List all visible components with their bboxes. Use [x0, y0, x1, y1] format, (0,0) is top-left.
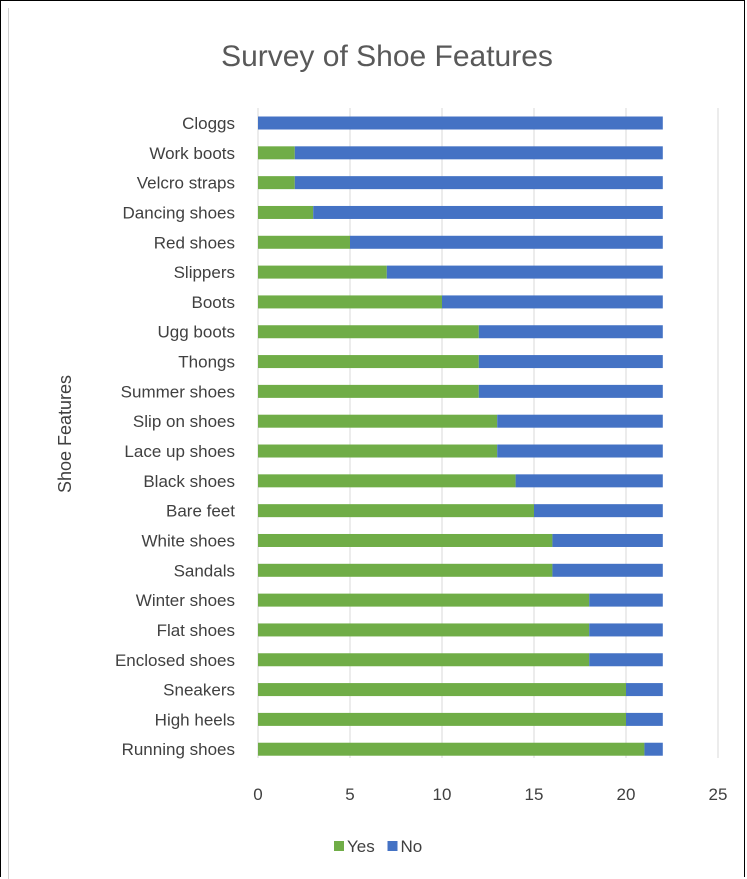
bar-yes-summer-shoes — [258, 384, 479, 398]
chart-title: Survey of Shoe Features — [221, 40, 553, 73]
bars — [258, 116, 663, 756]
bar-yes-boots — [258, 295, 442, 309]
bar-no-work-boots — [294, 146, 663, 160]
category-label: Work boots — [149, 144, 235, 163]
bar-yes-sandals — [258, 563, 553, 577]
bar-no-enclosed-shoes — [589, 653, 663, 667]
bar-no-black-shoes — [515, 474, 663, 488]
legend-swatch-no — [387, 841, 398, 851]
bar-no-sneakers — [626, 683, 663, 697]
bar-no-thongs — [478, 355, 663, 369]
category-labels: Cloggs Work boots Velcro straps Dancing sho… — [115, 114, 235, 759]
bar-no-winter-shoes — [589, 593, 663, 607]
category-label: White shoes — [141, 531, 235, 550]
category-label: Sandals — [174, 561, 235, 580]
x-tick-labels: 0 5 10 15 20 25 — [253, 785, 727, 804]
bar-yes-thongs — [258, 355, 479, 369]
bar-no-running-shoes — [644, 742, 663, 756]
category-label: Flat shoes — [157, 621, 235, 640]
bar-yes-flat-shoes — [258, 623, 590, 637]
x-tick-label: 10 — [433, 785, 452, 804]
bar-no-slippers — [386, 265, 663, 279]
category-label: High heels — [155, 710, 235, 729]
category-label: Black shoes — [143, 472, 235, 491]
category-label: Running shoes — [122, 740, 235, 759]
bar-yes-lace-up-shoes — [258, 444, 498, 458]
legend: Yes No — [334, 837, 422, 856]
bar-yes-slip-on-shoes — [258, 414, 498, 428]
bar-no-cloggs — [258, 116, 663, 130]
bar-yes-winter-shoes — [258, 593, 590, 607]
bar-yes-sneakers — [258, 683, 626, 697]
bar-yes-high-heels — [258, 712, 626, 726]
category-label: Red shoes — [154, 233, 235, 252]
bar-no-white-shoes — [552, 533, 663, 547]
x-tick-label: 25 — [709, 785, 728, 804]
bar-yes-white-shoes — [258, 533, 553, 547]
category-label: Ugg boots — [158, 323, 236, 342]
category-label: Thongs — [178, 353, 235, 372]
x-tick-label: 5 — [345, 785, 354, 804]
category-label: Slip on shoes — [133, 412, 235, 431]
bar-yes-work-boots — [258, 146, 295, 160]
legend-swatch-yes — [334, 841, 344, 851]
bar-yes-red-shoes — [258, 235, 350, 249]
bar-no-velcro-straps — [294, 176, 663, 190]
bar-no-flat-shoes — [589, 623, 663, 637]
bar-no-dancing-shoes — [313, 205, 663, 219]
bar-yes-dancing-shoes — [258, 205, 314, 219]
legend-label-yes: Yes — [347, 837, 375, 856]
bar-no-red-shoes — [350, 235, 663, 249]
bar-yes-ugg-boots — [258, 325, 479, 339]
category-label: Enclosed shoes — [115, 651, 235, 670]
bar-yes-running-shoes — [258, 742, 645, 756]
y-axis-title: Shoe Features — [55, 375, 75, 493]
bar-yes-bare-feet — [258, 504, 534, 518]
category-label: Boots — [192, 293, 235, 312]
bar-yes-enclosed-shoes — [258, 653, 590, 667]
category-label: Lace up shoes — [124, 442, 235, 461]
x-tick-label: 15 — [525, 785, 544, 804]
bar-no-slip-on-shoes — [497, 414, 663, 428]
category-label: Bare feet — [166, 502, 235, 521]
x-tick-label: 20 — [617, 785, 636, 804]
bar-yes-velcro-straps — [258, 176, 295, 190]
category-label: Dancing shoes — [123, 203, 235, 222]
bar-no-ugg-boots — [478, 325, 663, 339]
bar-yes-black-shoes — [258, 474, 516, 488]
category-label: Sneakers — [163, 681, 235, 700]
bar-no-high-heels — [626, 712, 663, 726]
category-label: Summer shoes — [121, 382, 235, 401]
category-label: Slippers — [174, 263, 235, 282]
frame-divider — [8, 8, 9, 879]
bar-yes-slippers — [258, 265, 387, 279]
bar-no-lace-up-shoes — [497, 444, 663, 458]
category-label: Winter shoes — [136, 591, 235, 610]
x-tick-label: 0 — [253, 785, 262, 804]
category-label: Velcro straps — [137, 174, 235, 193]
legend-label-no: No — [401, 837, 423, 856]
bar-no-boots — [442, 295, 663, 309]
bar-no-sandals — [552, 563, 663, 577]
bar-no-bare-feet — [534, 504, 663, 518]
bar-no-summer-shoes — [478, 384, 663, 398]
category-label: Cloggs — [182, 114, 235, 133]
